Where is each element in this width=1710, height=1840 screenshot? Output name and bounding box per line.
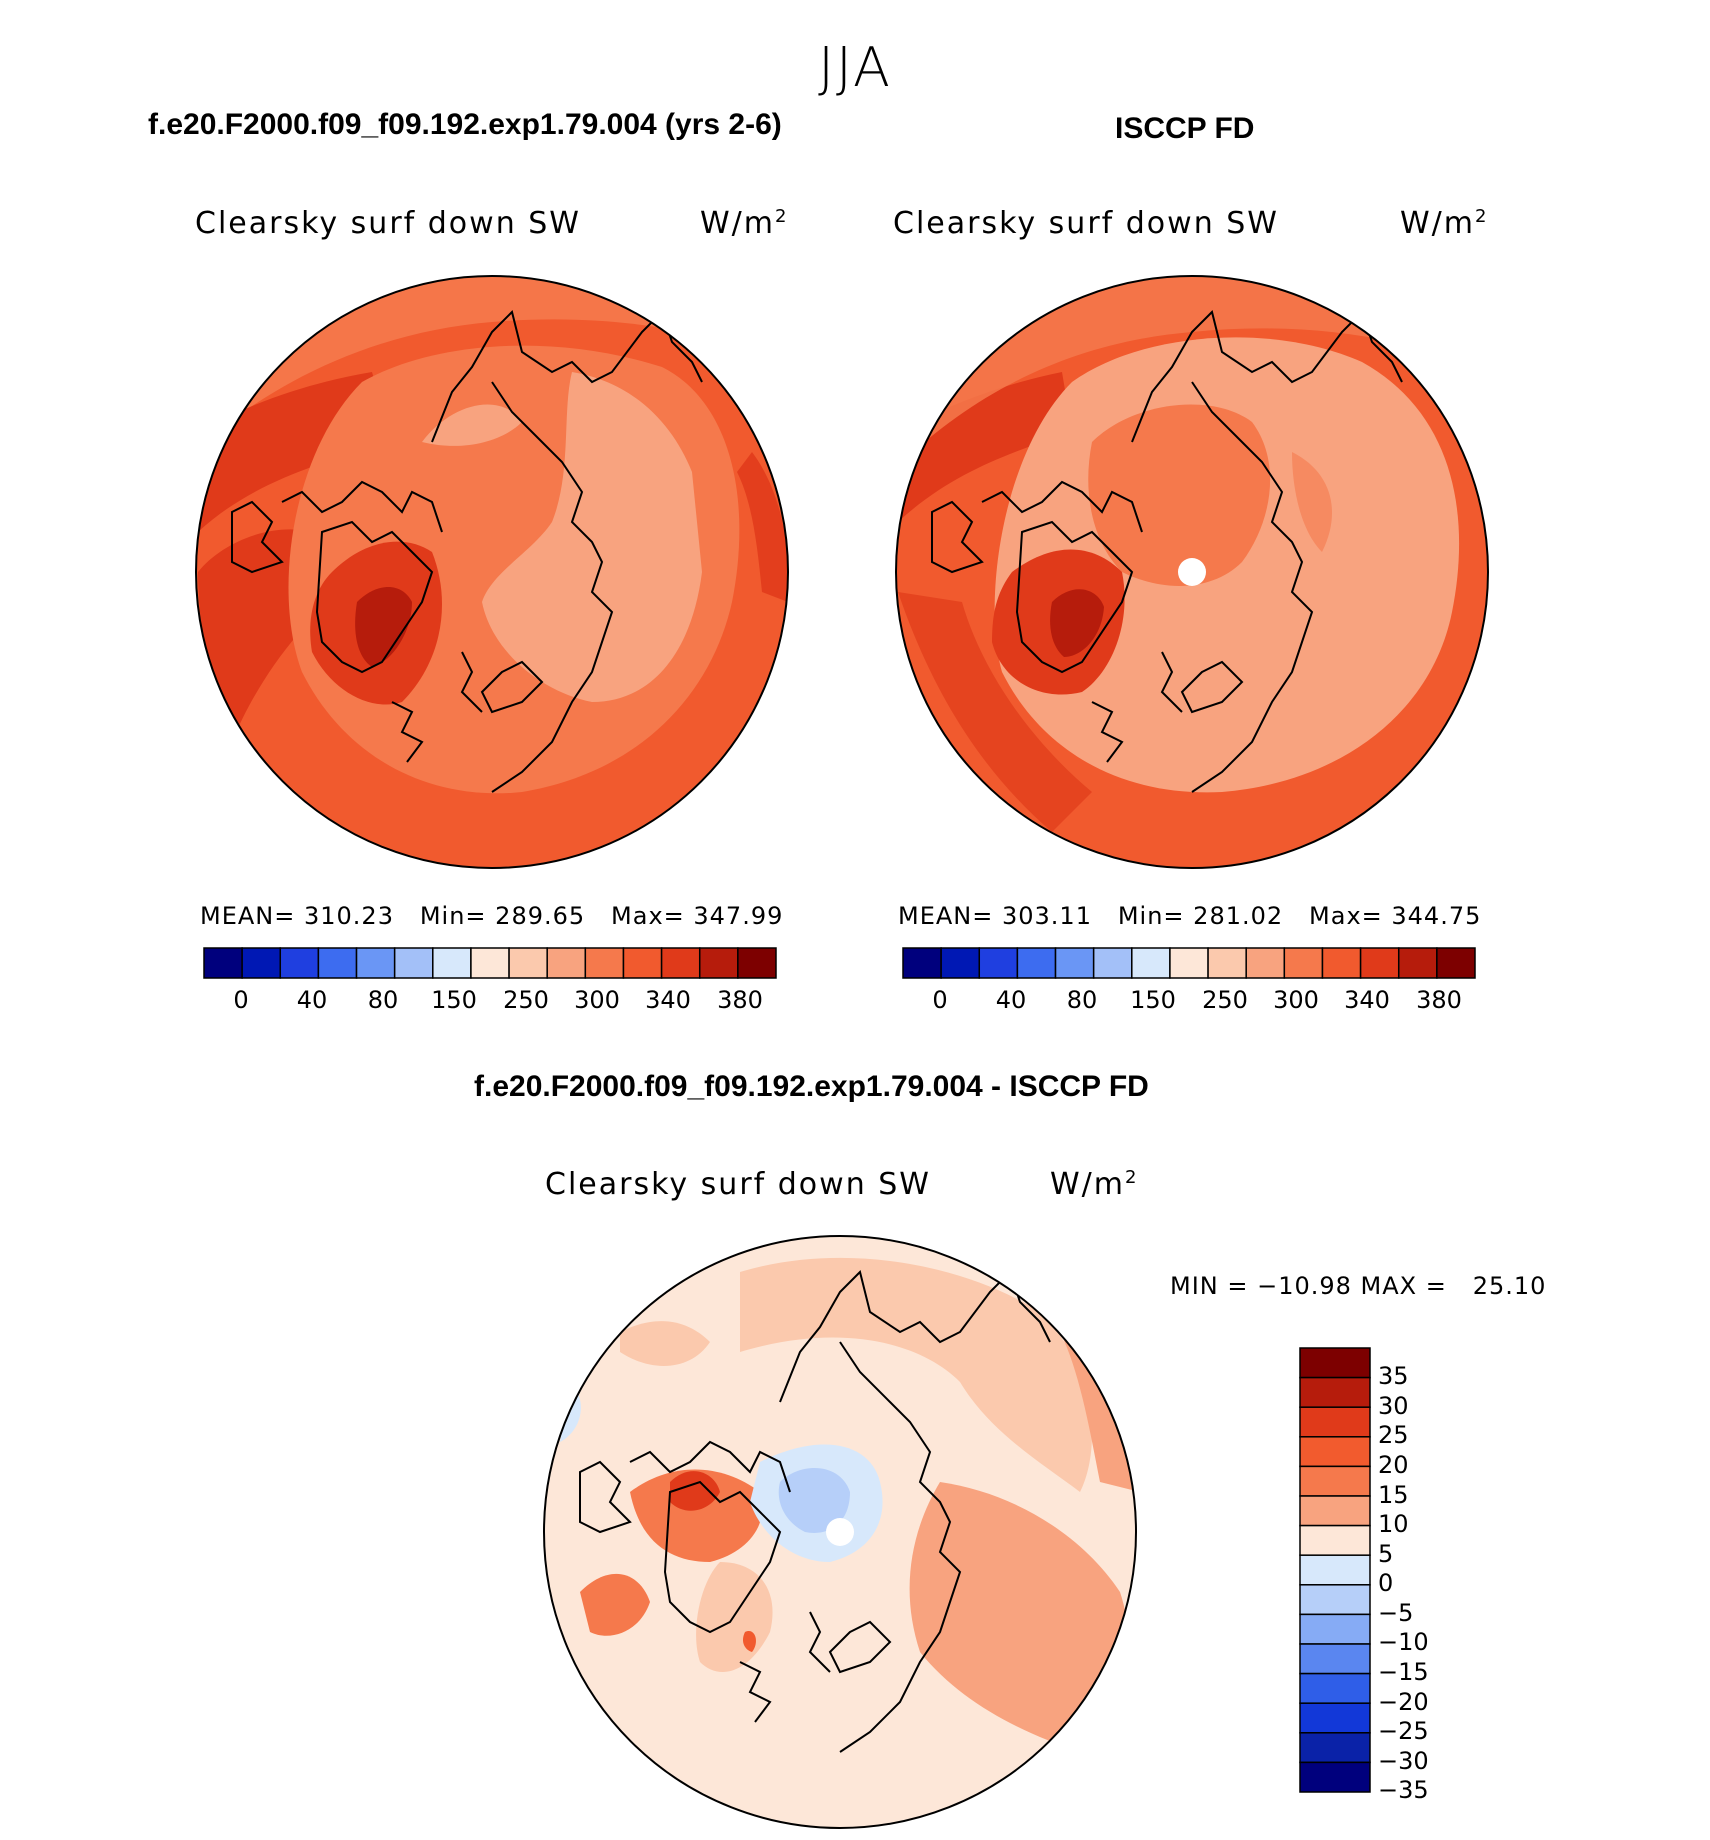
colorbar-swatch bbox=[1299, 1495, 1371, 1527]
colorbar-swatch bbox=[902, 947, 942, 979]
model-colorbar-tick: 40 bbox=[296, 986, 328, 1014]
colorbar-swatch bbox=[1299, 1584, 1371, 1616]
obs-colorbar bbox=[902, 947, 1476, 979]
colorbar-swatch bbox=[279, 947, 320, 979]
obs-colorbar-tick: 300 bbox=[1273, 986, 1319, 1014]
colorbar-swatch bbox=[698, 947, 739, 979]
colorbar-swatch bbox=[1299, 1702, 1371, 1734]
colorbar-swatch bbox=[940, 947, 981, 979]
diff-colorbar-tick: 20 bbox=[1378, 1451, 1409, 1479]
diff-colorbar-tick: 5 bbox=[1378, 1540, 1394, 1568]
model-units-label: W/m2 bbox=[700, 206, 789, 241]
colorbar-swatch bbox=[432, 947, 472, 979]
colorbar-swatch bbox=[1131, 947, 1171, 979]
colorbar-swatch bbox=[1299, 1732, 1371, 1764]
model-colorbar-tick: 380 bbox=[717, 986, 763, 1014]
model-colorbar bbox=[203, 947, 777, 979]
colorbar-swatch bbox=[393, 947, 434, 979]
model-colorbar-tick: 80 bbox=[367, 986, 399, 1014]
colorbar-swatch bbox=[1299, 1465, 1371, 1497]
colorbar-swatch bbox=[622, 947, 663, 979]
obs-field-label: Clearsky surf down SW bbox=[893, 206, 1279, 241]
diff-colorbar-tick: 0 bbox=[1378, 1569, 1394, 1597]
colorbar-swatch bbox=[1245, 947, 1286, 979]
colorbar-swatch bbox=[1397, 947, 1438, 979]
colorbar-swatch bbox=[1054, 947, 1095, 979]
obs-colorbar-tick: 380 bbox=[1416, 986, 1462, 1014]
colorbar-swatch bbox=[1299, 1554, 1371, 1586]
colorbar-swatch bbox=[1299, 1376, 1371, 1408]
diff-colorbar bbox=[1299, 1347, 1371, 1793]
colorbar-swatch bbox=[1299, 1672, 1371, 1704]
colorbar-swatch bbox=[584, 947, 625, 979]
diff-panel-title: f.e20.F2000.f09_f09.192.exp1.79.004 - IS… bbox=[474, 1070, 1149, 1103]
colorbar-swatch bbox=[1321, 947, 1362, 979]
model-colorbar-tick: 300 bbox=[574, 986, 620, 1014]
colorbar-swatch bbox=[508, 947, 548, 979]
diff-colorbar-tick: 35 bbox=[1378, 1362, 1409, 1390]
model-colorbar-tick: 150 bbox=[431, 986, 477, 1014]
obs-colorbar-tick: 150 bbox=[1130, 986, 1176, 1014]
diff-colorbar-tick: 30 bbox=[1378, 1392, 1409, 1420]
diff-colorbar-tick: −20 bbox=[1378, 1688, 1429, 1716]
diff-colorbar-tick: 25 bbox=[1378, 1421, 1409, 1449]
diff-colorbar-tick: −5 bbox=[1378, 1599, 1414, 1627]
diff-polar-map bbox=[543, 1235, 1137, 1829]
colorbar-swatch bbox=[1299, 1613, 1371, 1645]
diff-colorbar-tick: 15 bbox=[1378, 1481, 1409, 1509]
colorbar-swatch bbox=[1169, 947, 1209, 979]
season-title: JJA bbox=[818, 36, 892, 99]
colorbar-swatch bbox=[546, 947, 587, 979]
colorbar-swatch bbox=[1207, 947, 1247, 979]
colorbar-swatch bbox=[1299, 1643, 1371, 1675]
model-panel-title: f.e20.F2000.f09_f09.192.exp1.79.004 (yrs… bbox=[148, 108, 782, 141]
colorbar-swatch bbox=[203, 947, 243, 979]
model-field-label: Clearsky surf down SW bbox=[195, 206, 581, 241]
colorbar-swatch bbox=[1359, 947, 1400, 979]
colorbar-swatch bbox=[1436, 947, 1476, 979]
diff-colorbar-tick: −25 bbox=[1378, 1717, 1429, 1745]
obs-colorbar-tick: 340 bbox=[1344, 986, 1390, 1014]
obs-colorbar-tick: 80 bbox=[1066, 986, 1098, 1014]
colorbar-swatch bbox=[737, 947, 777, 979]
colorbar-swatch bbox=[1299, 1406, 1371, 1438]
colorbar-swatch bbox=[470, 947, 510, 979]
model-colorbar-tick: 340 bbox=[645, 986, 691, 1014]
colorbar-swatch bbox=[355, 947, 396, 979]
colorbar-swatch bbox=[1299, 1524, 1371, 1556]
obs-units-label: W/m2 bbox=[1400, 206, 1489, 241]
diff-units-label: W/m2 bbox=[1050, 1167, 1139, 1202]
diff-field-label: Clearsky surf down SW bbox=[545, 1167, 931, 1202]
diff-colorbar-tick: 10 bbox=[1378, 1510, 1409, 1538]
diff-colorbar-tick: −10 bbox=[1378, 1628, 1429, 1656]
colorbar-swatch bbox=[1092, 947, 1133, 979]
diff-stats: MIN = −10.98 MAX = 25.10 bbox=[1170, 1272, 1547, 1300]
diff-colorbar-tick: −35 bbox=[1378, 1776, 1429, 1804]
obs-polar-map bbox=[895, 275, 1489, 869]
colorbar-swatch bbox=[660, 947, 701, 979]
colorbar-swatch bbox=[1299, 1436, 1371, 1468]
colorbar-swatch bbox=[978, 947, 1019, 979]
obs-colorbar-tick: 250 bbox=[1202, 986, 1248, 1014]
obs-colorbar-tick: 40 bbox=[995, 986, 1027, 1014]
model-polar-map bbox=[195, 275, 789, 869]
colorbar-swatch bbox=[317, 947, 358, 979]
obs-panel-title: ISCCP FD bbox=[1115, 112, 1255, 145]
colorbar-swatch bbox=[1016, 947, 1057, 979]
model-stats: MEAN= 310.23 Min= 289.65 Max= 347.99 bbox=[200, 902, 784, 930]
colorbar-swatch bbox=[241, 947, 282, 979]
colorbar-swatch bbox=[1283, 947, 1324, 979]
colorbar-swatch bbox=[1299, 1761, 1371, 1793]
diff-colorbar-tick: −30 bbox=[1378, 1747, 1429, 1775]
model-colorbar-tick: 250 bbox=[503, 986, 549, 1014]
diff-colorbar-tick: −15 bbox=[1378, 1658, 1429, 1686]
obs-colorbar-tick: 0 bbox=[932, 986, 948, 1014]
model-colorbar-tick: 0 bbox=[233, 986, 249, 1014]
colorbar-swatch bbox=[1299, 1347, 1371, 1379]
obs-stats: MEAN= 303.11 Min= 281.02 Max= 344.75 bbox=[898, 902, 1482, 930]
